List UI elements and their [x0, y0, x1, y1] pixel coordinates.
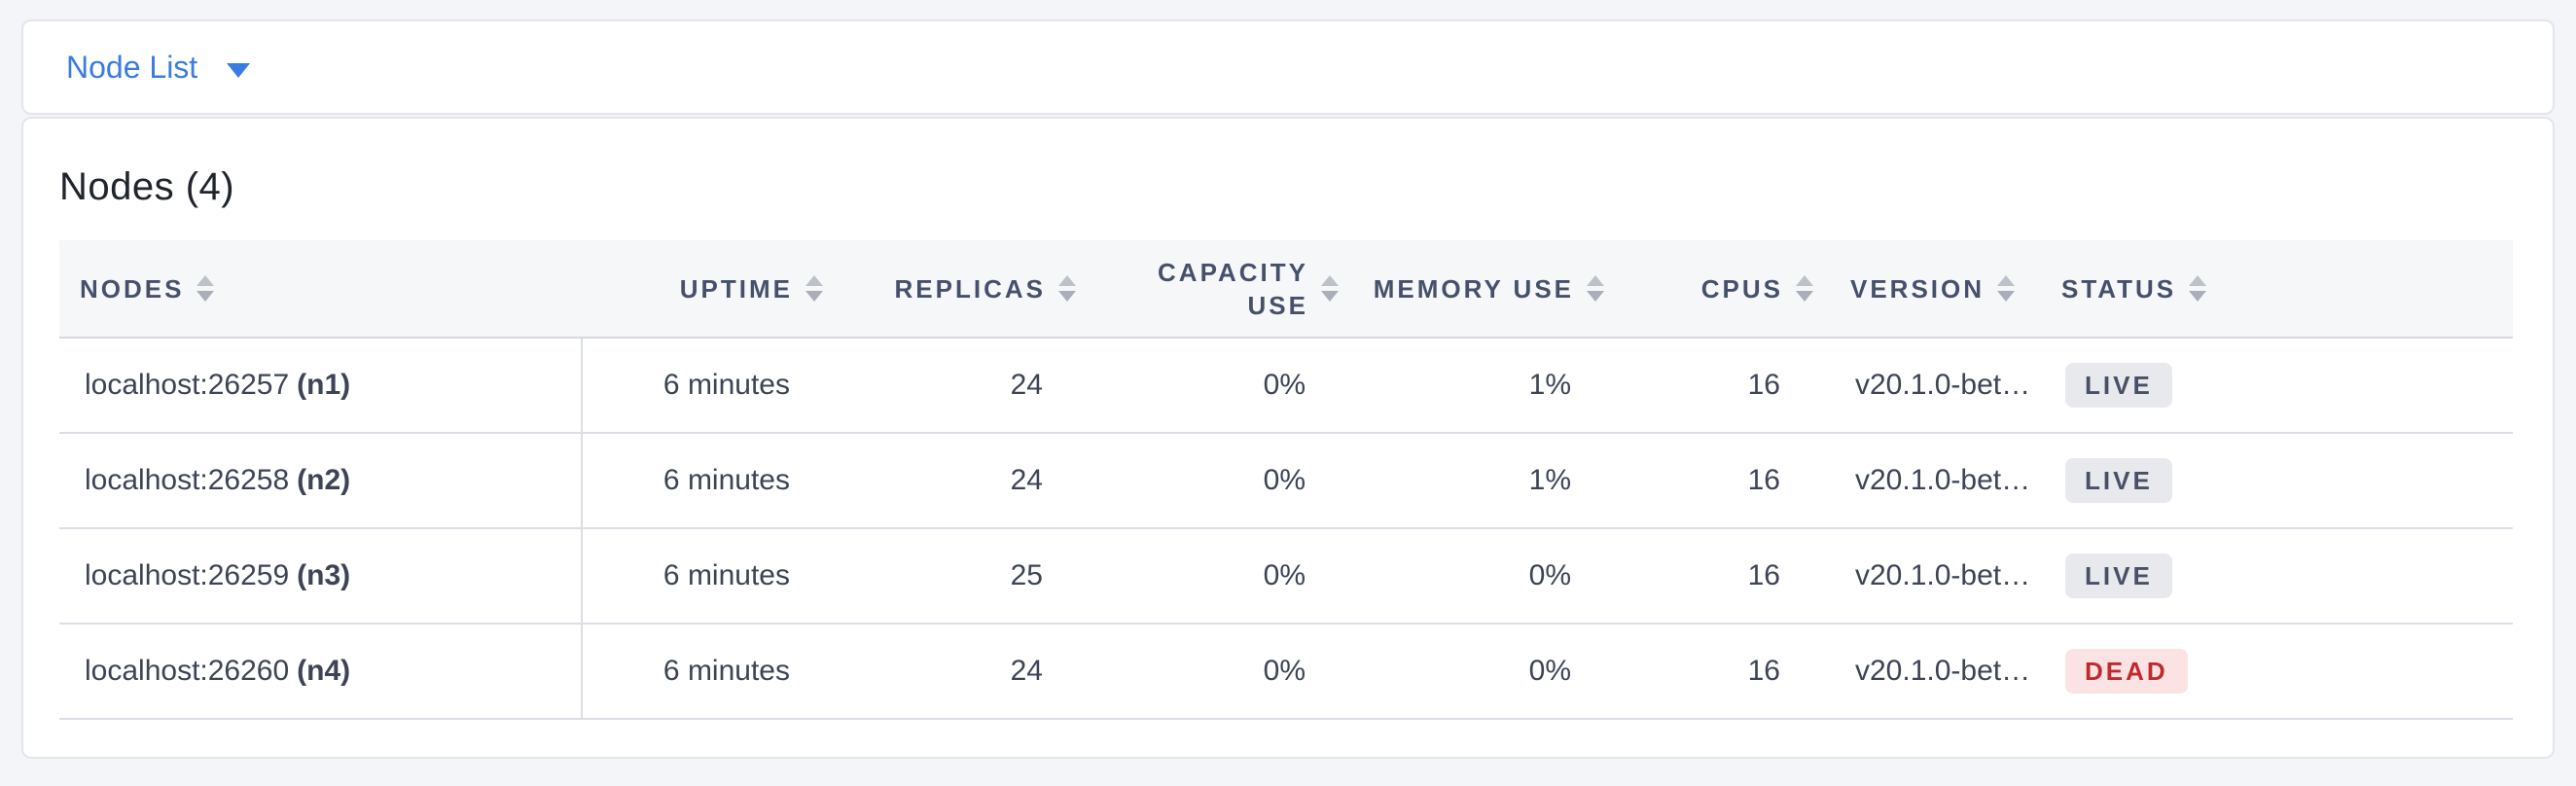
cell-memory-use: 1%: [1348, 338, 1614, 434]
cell-memory-use: 0%: [1348, 624, 1614, 720]
table-row: localhost:26258 (n2) 6 minutes 24 0% 1% 1…: [59, 433, 2513, 529]
cell-cpus: 16: [1614, 338, 1823, 434]
column-header-nodes[interactable]: NODES: [59, 240, 582, 339]
node-list-table: NODES UPTIME REPLICAS: [59, 240, 2513, 720]
cell-uptime: 6 minutes: [582, 528, 833, 625]
node-id: (n4): [297, 655, 351, 687]
column-label: REPLICAS: [894, 273, 1046, 304]
sort-icon: [1058, 275, 1076, 302]
column-header-capacity-use[interactable]: CAPACITY USE: [1086, 240, 1348, 339]
caret-down-icon: [227, 62, 251, 78]
cell-node-address: localhost:26260 (n4): [59, 624, 583, 720]
cell-node-address: localhost:26258 (n2): [59, 433, 583, 529]
column-label: VERSION: [1850, 273, 1986, 304]
column-label: STATUS: [2061, 273, 2177, 304]
view-selector-bar: Node List: [21, 19, 2555, 115]
view-dropdown[interactable]: Node List: [66, 50, 251, 85]
cell-version: v20.1.0-bet…: [1823, 624, 2044, 720]
sort-icon: [1587, 275, 1604, 302]
cell-capacity-use: 0%: [1086, 338, 1348, 434]
status-badge: LIVE: [2065, 458, 2172, 503]
sort-icon: [2189, 275, 2207, 302]
column-label: CAPACITY USE: [1158, 257, 1308, 320]
cell-cpus: 16: [1614, 528, 1823, 625]
cell-cpus: 16: [1614, 624, 1823, 720]
column-label: NODES: [80, 273, 185, 304]
cell-uptime: 6 minutes: [582, 338, 833, 434]
cell-cpus: 16: [1614, 433, 1823, 529]
cell-status: DEAD: [2044, 624, 2513, 720]
table-header-row: NODES UPTIME REPLICAS: [59, 240, 2513, 339]
column-header-memory-use[interactable]: MEMORY USE: [1348, 240, 1614, 339]
node-id: (n2): [297, 464, 351, 496]
column-header-status[interactable]: STATUS: [2044, 240, 2513, 339]
sort-icon: [1321, 275, 1339, 302]
cell-replicas: 24: [833, 624, 1086, 720]
column-header-cpus[interactable]: CPUS: [1614, 240, 1823, 339]
sort-icon: [805, 275, 823, 302]
node-id: (n3): [297, 559, 351, 591]
cell-uptime: 6 minutes: [582, 433, 833, 529]
sort-icon: [197, 275, 215, 302]
view-dropdown-label: Node List: [66, 50, 198, 85]
status-badge: LIVE: [2065, 363, 2172, 408]
cell-replicas: 25: [833, 528, 1086, 625]
cell-version: v20.1.0-bet…: [1823, 338, 2044, 434]
status-badge: LIVE: [2065, 554, 2172, 598]
cell-uptime: 6 minutes: [582, 624, 833, 720]
column-header-uptime[interactable]: UPTIME: [582, 240, 833, 339]
table-row: localhost:26260 (n4) 6 minutes 24 0% 0% 1…: [59, 624, 2513, 720]
cell-memory-use: 1%: [1348, 433, 1614, 529]
cell-status: LIVE: [2044, 433, 2513, 529]
table-row: localhost:26259 (n3) 6 minutes 25 0% 0% 1…: [59, 528, 2513, 625]
column-label: MEMORY USE: [1373, 273, 1574, 304]
cell-replicas: 24: [833, 433, 1086, 529]
cell-memory-use: 0%: [1348, 528, 1614, 625]
cell-replicas: 24: [833, 338, 1086, 434]
column-header-version[interactable]: VERSION: [1823, 240, 2044, 339]
column-header-replicas[interactable]: REPLICAS: [833, 240, 1086, 339]
column-label: UPTIME: [679, 273, 793, 304]
nodes-card: Nodes (4) NODES: [21, 117, 2555, 759]
cell-status: LIVE: [2044, 528, 2513, 625]
cell-capacity-use: 0%: [1086, 528, 1348, 625]
cell-node-address: localhost:26259 (n3): [59, 528, 583, 625]
cell-capacity-use: 0%: [1086, 624, 1348, 720]
column-label: CPUS: [1700, 273, 1783, 304]
table-row: localhost:26257 (n1) 6 minutes 24 0% 1% 1…: [59, 338, 2513, 434]
sort-icon: [1997, 275, 2016, 302]
cell-status: LIVE: [2044, 338, 2513, 434]
cell-node-address: localhost:26257 (n1): [59, 338, 583, 434]
node-id: (n1): [297, 369, 351, 401]
page-title: Nodes (4): [59, 165, 235, 208]
cell-version: v20.1.0-bet…: [1823, 433, 2044, 529]
status-badge: DEAD: [2065, 649, 2188, 694]
cell-version: v20.1.0-bet…: [1823, 528, 2044, 625]
sort-icon: [1796, 275, 1813, 302]
cell-capacity-use: 0%: [1086, 433, 1348, 529]
